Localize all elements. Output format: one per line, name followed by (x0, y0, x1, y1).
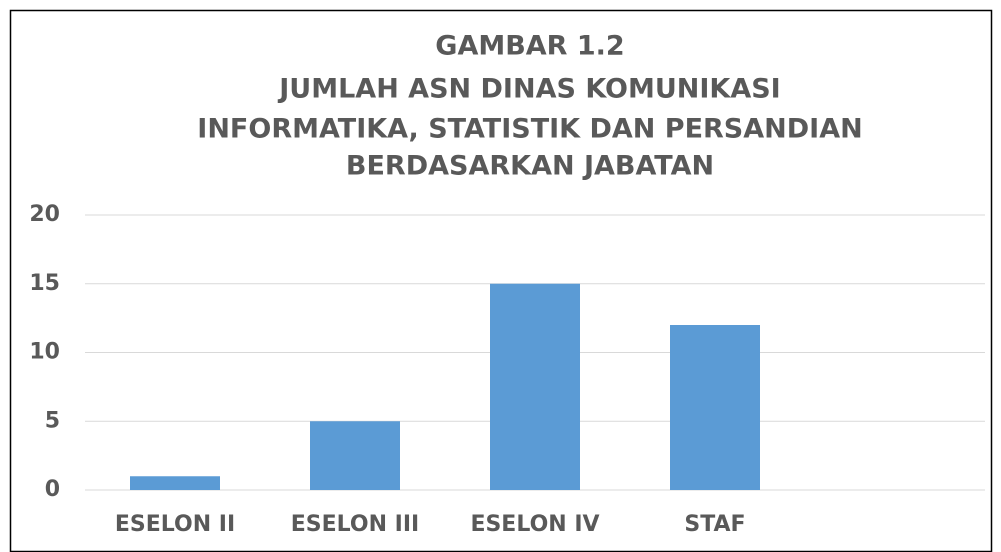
x-tick-label: STAF (684, 512, 745, 537)
chart-title: GAMBAR 1.2 (435, 31, 624, 62)
bar (490, 283, 580, 490)
x-tick-label: ESELON III (291, 512, 419, 537)
chart-title: BERDASARKAN JABATAN (346, 151, 714, 182)
y-tick-label: 15 (29, 271, 60, 296)
y-tick-label: 0 (45, 477, 60, 502)
chart-title: JUMLAH ASN DINAS KOMUNIKASI (277, 74, 780, 105)
x-tick-label: ESELON II (115, 512, 235, 537)
bar (130, 476, 220, 490)
y-tick-label: 20 (29, 202, 60, 227)
y-tick-label: 10 (29, 340, 60, 365)
bar (310, 421, 400, 490)
y-tick-label: 5 (45, 408, 60, 433)
x-tick-label: ESELON IV (470, 512, 599, 537)
chart-title: INFORMATIKA, STATISTIK DAN PERSANDIAN (197, 114, 862, 145)
bar (670, 325, 760, 490)
